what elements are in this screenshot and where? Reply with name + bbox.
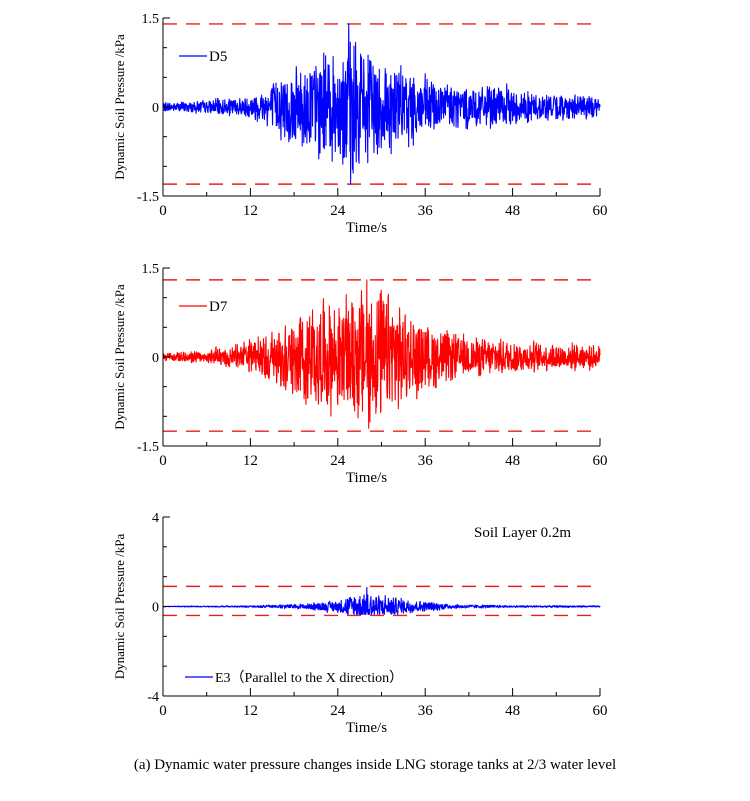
series-line <box>162 279 601 429</box>
soil-layer-annotation: Soil Layer 0.2m <box>474 525 571 541</box>
y-tick-label: -1.5 <box>137 190 159 205</box>
x-tick-label: 48 <box>505 453 520 469</box>
x-tick-label: 36 <box>418 703 434 719</box>
x-tick-label: 36 <box>418 203 434 219</box>
x-tick-label: 12 <box>243 703 258 719</box>
y-tick-label: 1.5 <box>142 262 160 277</box>
x-tick-label: 24 <box>330 453 346 469</box>
y-tick-label: 0 <box>152 101 159 116</box>
y-axis-label: Dynamic Soil Pressure /kPa <box>112 534 127 680</box>
x-tick-label: 24 <box>330 703 346 719</box>
series-line <box>162 23 601 185</box>
x-axis-label: Time/s <box>346 220 387 236</box>
y-tick-label: 4 <box>152 511 159 526</box>
legend-label: D5 <box>209 49 227 65</box>
x-tick-label: 36 <box>418 453 434 469</box>
figure-caption: (a) Dynamic water pressure changes insid… <box>133 757 617 773</box>
y-tick-label: 1.5 <box>142 12 160 27</box>
y-tick-label: -4 <box>147 690 159 705</box>
x-tick-label: 12 <box>243 203 258 219</box>
x-axis-label: Time/s <box>346 720 387 736</box>
x-tick-label: 12 <box>243 453 258 469</box>
y-tick-label: -1.5 <box>137 440 159 455</box>
y-tick-label: 0 <box>152 601 159 616</box>
x-tick-label: 48 <box>505 703 520 719</box>
x-axis-label: Time/s <box>346 470 387 486</box>
legend-label: D7 <box>209 299 228 315</box>
y-tick-label: 0 <box>152 351 159 366</box>
x-tick-label: 60 <box>593 203 608 219</box>
x-tick-label: 48 <box>505 203 520 219</box>
x-tick-label: 0 <box>159 703 167 719</box>
x-tick-label: 0 <box>159 453 167 469</box>
x-tick-label: 60 <box>593 453 608 469</box>
x-tick-label: 24 <box>330 203 346 219</box>
x-tick-label: 60 <box>593 703 608 719</box>
y-axis-label: Dynamic Soil Pressure /kPa <box>112 284 127 430</box>
x-tick-label: 0 <box>159 203 167 219</box>
y-axis-label: Dynamic Soil Pressure /kPa <box>112 34 127 180</box>
series-line <box>162 586 601 615</box>
legend-label: E3（Parallel to the X direction） <box>215 670 403 686</box>
